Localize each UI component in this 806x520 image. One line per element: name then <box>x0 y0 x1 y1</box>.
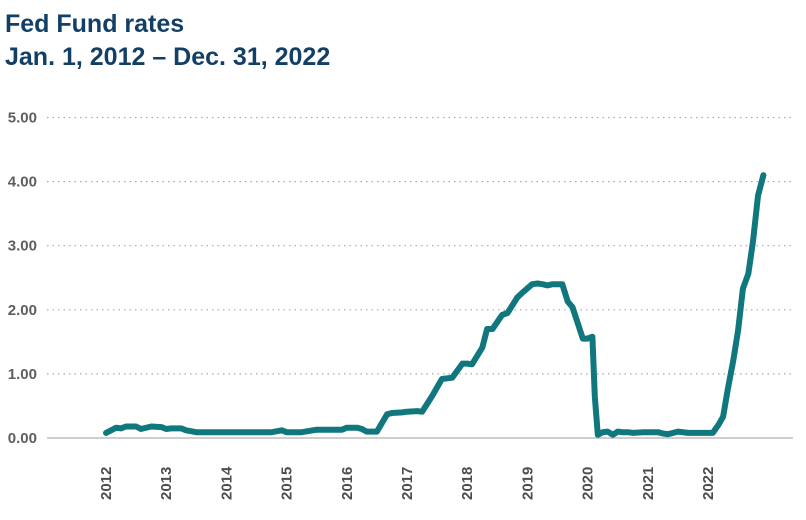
x-tick-label: 2017 <box>399 467 416 500</box>
chart-title-block: Fed Fund rates Jan. 1, 2012 – Dec. 31, 2… <box>5 8 330 74</box>
y-tick-label: 0.00 <box>8 430 37 447</box>
x-tick-label: 2021 <box>640 467 657 500</box>
chart-subtitle: Jan. 1, 2012 – Dec. 31, 2022 <box>5 43 331 71</box>
x-tick-label: 2013 <box>158 467 175 500</box>
x-tick-label: 2014 <box>218 466 235 500</box>
x-tick-label: 2022 <box>700 467 717 500</box>
y-tick-label: 3.00 <box>8 238 37 255</box>
x-tick-label: 2020 <box>580 467 597 500</box>
y-tick-label: 1.00 <box>8 366 37 383</box>
y-tick-label: 5.00 <box>8 110 37 127</box>
series-line <box>103 172 767 438</box>
chart-title: Fed Fund rates <box>5 10 185 38</box>
y-tick-label: 2.00 <box>8 302 37 319</box>
x-tick-label: 2015 <box>279 467 296 500</box>
gridlines <box>47 116 793 439</box>
x-axis-ticks: 2012 2013 2014 2015 2016 2017 2018 2019 2020 2021… <box>98 466 717 500</box>
y-axis-ticks: 0.00 1.00 2.00 3.00 4.00 5.00 <box>8 110 37 448</box>
x-tick-label: 2016 <box>339 467 356 500</box>
y-tick-label: 4.00 <box>8 174 37 191</box>
series-lines <box>103 172 767 438</box>
x-tick-label: 2018 <box>459 467 476 500</box>
x-tick-label: 2012 <box>98 467 115 500</box>
x-tick-label: 2019 <box>519 467 536 500</box>
